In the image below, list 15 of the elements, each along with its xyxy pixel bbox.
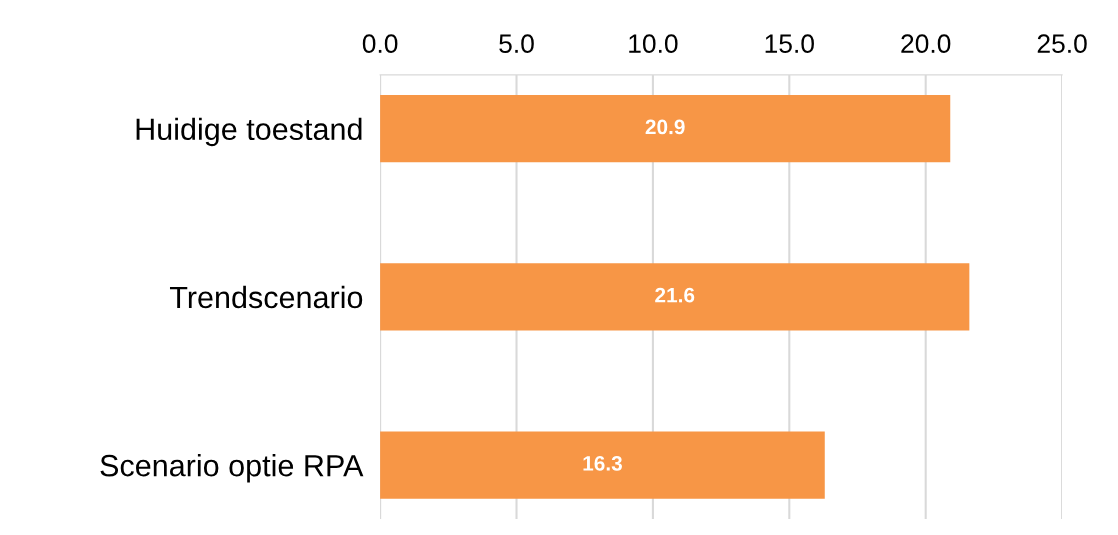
bar xyxy=(380,263,970,331)
bar xyxy=(380,431,825,499)
data-label: 21.6 xyxy=(655,287,695,303)
x-tick-label: 5.0 xyxy=(499,34,534,54)
y-tick-label: Scenario optie RPA xyxy=(100,454,364,483)
data-label: 16.3 xyxy=(583,455,622,471)
y-tick-label: Huidige toestand xyxy=(136,117,362,147)
x-tick-label: 25.0 xyxy=(1037,34,1087,54)
x-tick-label: 20.0 xyxy=(901,34,951,54)
bar xyxy=(380,95,951,163)
data-label: 20.9 xyxy=(645,119,685,135)
y-tick-label: Trendscenario xyxy=(169,285,363,309)
x-tick-label: 0.0 xyxy=(362,34,398,54)
x-tick-label: 15.0 xyxy=(765,34,814,54)
x-tick-label: 10.0 xyxy=(629,34,678,54)
